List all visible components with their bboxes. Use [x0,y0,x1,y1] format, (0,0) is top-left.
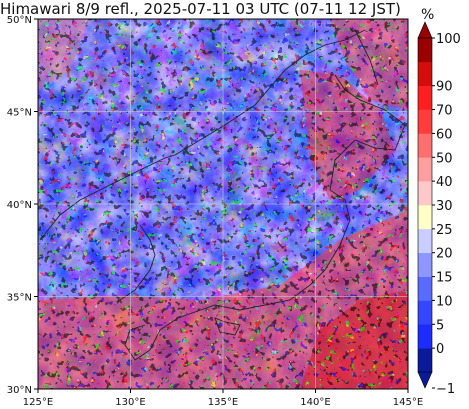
colorbar-label: 40 [436,175,453,190]
colorbar-label: 25 [436,223,453,238]
colorbar-label: 20 [436,247,453,262]
colorbar-segment [418,181,432,206]
colorbar-label: 10 [436,294,453,309]
colorbar-label: 30 [436,199,453,214]
longitude-axis: 125°E 130°E 135°E 140°E 145°E [23,389,423,408]
colorbar-segment [418,348,432,373]
reflectivity-map [38,19,408,389]
colorbar-label: 15 [436,271,453,286]
lon-tick-label: 130°E [115,397,145,408]
colorbar-label: 5 [436,318,444,333]
colorbar-label: 60 [436,127,453,142]
colorbar-segment [418,324,432,349]
colorbar-segment [418,109,432,134]
colorbar-label: 90 [436,80,453,95]
colorbar-segment [418,61,432,87]
lon-tick-label: 145°E [393,397,423,408]
colorbar-label: 0 [436,342,444,357]
lon-tick-label: 140°E [300,397,330,408]
colorbar-segment [418,300,432,325]
lat-tick-label: 35°N [7,293,32,304]
colorbar-label: −1 [436,382,455,397]
figure-title: Himawari 8/9 refl., 2025-07-11 03 UTC (0… [0,0,401,18]
colorbar-segment [418,228,432,254]
colorbar-label: 100 [436,32,461,47]
lat-tick-label: 50°N [7,15,32,26]
colorbar-extend-min [417,371,433,389]
colorbar-label: 50 [436,151,453,166]
gridlines [38,19,408,389]
colorbar-segment [418,205,432,230]
latitude-axis: 30°N 35°N 40°N 45°N 50°N [7,15,38,396]
colorbar-segment [418,157,432,182]
lon-tick-label: 135°E [208,397,238,408]
colorbar: −1 0 5 10 15 20 25 30 40 50 60 70 90 100 [417,21,461,397]
lat-tick-label: 40°N [7,200,32,211]
colorbar-unit: % [421,7,435,23]
lat-tick-label: 30°N [7,385,32,396]
lon-tick-label: 125°E [23,397,53,408]
colorbar-segment [418,133,432,158]
colorbar-label: 70 [436,104,453,119]
colorbar-segment [418,38,432,63]
colorbar-extend-max [417,21,433,39]
lat-tick-label: 45°N [7,108,32,119]
colorbar-segment [418,276,432,301]
colorbar-segment [418,252,432,277]
colorbar-segment [418,85,432,110]
